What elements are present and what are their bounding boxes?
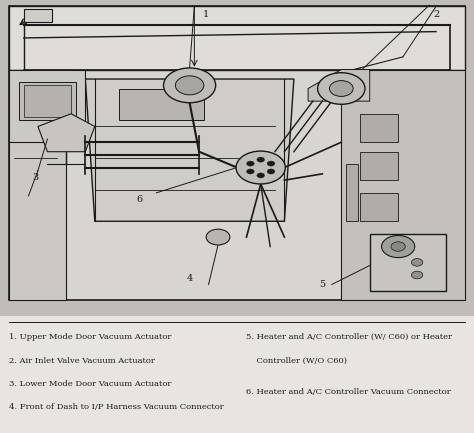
Bar [346,165,358,221]
Text: 4: 4 [186,274,193,283]
Text: 5. Heater and A/C Controller (W/ C60) or Heater: 5. Heater and A/C Controller (W/ C60) or… [246,333,453,341]
Bar [118,88,204,120]
Polygon shape [9,6,465,70]
Circle shape [329,81,353,97]
Circle shape [246,161,254,166]
Bar [360,152,398,180]
Text: 2: 2 [433,10,439,19]
Circle shape [267,169,275,174]
Text: 4. Front of Dash to I/P Harness Vacuum Connector: 4. Front of Dash to I/P Harness Vacuum C… [9,403,224,411]
Circle shape [206,229,230,245]
Polygon shape [9,70,85,142]
Text: 1: 1 [203,10,210,19]
Text: 6. Heater and A/C Controller Vacuum Connector: 6. Heater and A/C Controller Vacuum Conn… [246,388,451,396]
Circle shape [382,236,415,258]
Polygon shape [341,70,465,301]
Circle shape [246,169,254,174]
Polygon shape [85,79,294,221]
Circle shape [164,68,216,103]
Bar [370,234,446,291]
Circle shape [318,73,365,104]
Text: 3. Lower Mode Door Vacuum Actuator: 3. Lower Mode Door Vacuum Actuator [9,380,172,388]
Text: 3: 3 [32,172,39,181]
Bar [24,85,71,117]
Circle shape [175,76,204,95]
Circle shape [257,173,264,178]
Circle shape [391,242,405,251]
Text: 2. Air Inlet Valve Vacuum Actuator: 2. Air Inlet Valve Vacuum Actuator [9,356,155,365]
Text: 5: 5 [319,280,325,289]
Text: 6: 6 [137,195,143,204]
Circle shape [267,161,275,166]
Polygon shape [308,70,370,101]
Polygon shape [38,114,95,152]
Circle shape [257,157,264,162]
Polygon shape [24,10,52,22]
Circle shape [236,151,285,184]
Text: Controller (W/O C60): Controller (W/O C60) [246,356,347,365]
Polygon shape [9,6,465,301]
Text: 1. Upper Mode Door Vacuum Actuator: 1. Upper Mode Door Vacuum Actuator [9,333,172,341]
Bar [19,82,76,120]
Bar [360,193,398,221]
Circle shape [411,271,423,279]
Bar [360,114,398,142]
Polygon shape [9,70,66,301]
Circle shape [411,259,423,266]
